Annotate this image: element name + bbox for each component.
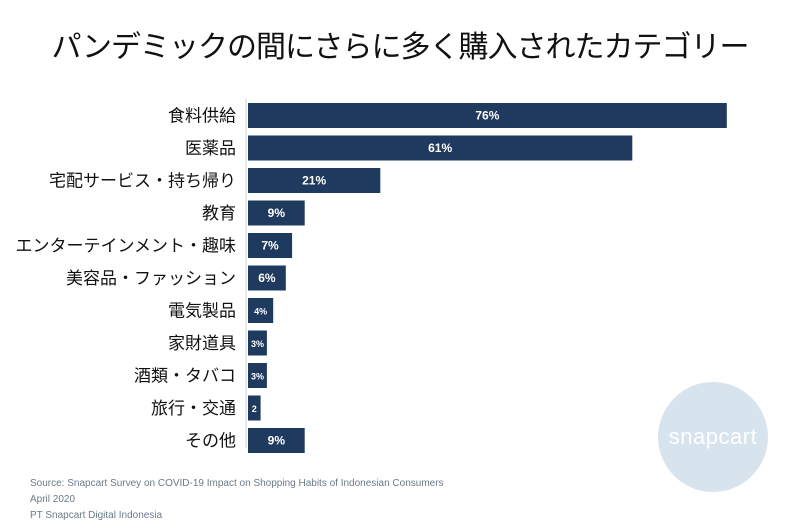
snapcart-logo: snapcart — [658, 382, 768, 492]
bar — [248, 395, 261, 421]
bar — [248, 168, 381, 193]
category-label: その他 — [185, 432, 236, 452]
bar — [248, 233, 293, 258]
bar — [248, 363, 267, 388]
bar — [248, 330, 267, 356]
category-label: 電気製品 — [168, 302, 236, 322]
chart-title: パンデミックの間にさらに多く購入されたカテゴリー — [51, 30, 750, 65]
data-label: 2 — [252, 404, 257, 414]
category-label: 家財道具 — [168, 334, 236, 354]
category-label: 美容品・ファッション — [66, 269, 236, 289]
source-date: April 2020 — [30, 494, 76, 505]
category-label: 酒類・タバコ — [134, 367, 236, 387]
source-company: PT Snapcart Digital Indonesia — [30, 510, 163, 521]
data-label: 9% — [268, 434, 286, 448]
data-label: 21% — [302, 174, 326, 188]
category-label: 旅行・交通 — [151, 399, 236, 419]
category-label: 教育 — [202, 204, 236, 224]
source-note: Source: Snapcart Survey on COVID-19 Impa… — [30, 476, 444, 524]
data-label: 3% — [251, 372, 264, 382]
bar-chart: 食料供給 76% 医薬品 61% 宅配サービス・持ち帰り 21% 教育 9% エンターテインメン… — [16, 98, 727, 453]
category-label: 医薬品 — [185, 139, 236, 159]
category-label: 宅配サービス・持ち帰り — [49, 172, 236, 192]
bar — [248, 135, 633, 161]
source-line: Source: Snapcart Survey on COVID-19 Impa… — [30, 478, 444, 489]
category-label: 食料供給 — [168, 107, 236, 127]
logo-text: snapcart — [668, 424, 758, 449]
bar — [248, 103, 727, 128]
bar — [248, 200, 305, 226]
bar — [248, 298, 274, 323]
category-label: エンターテインメント・趣味 — [16, 237, 237, 257]
data-label: 9% — [268, 206, 286, 220]
bar — [248, 265, 286, 291]
data-label: 3% — [251, 339, 264, 349]
bar — [248, 428, 305, 453]
data-label: 76% — [475, 109, 499, 123]
data-label: 6% — [258, 271, 276, 285]
data-label: 7% — [261, 239, 279, 253]
data-label: 4% — [254, 307, 267, 317]
data-label: 61% — [428, 141, 452, 155]
